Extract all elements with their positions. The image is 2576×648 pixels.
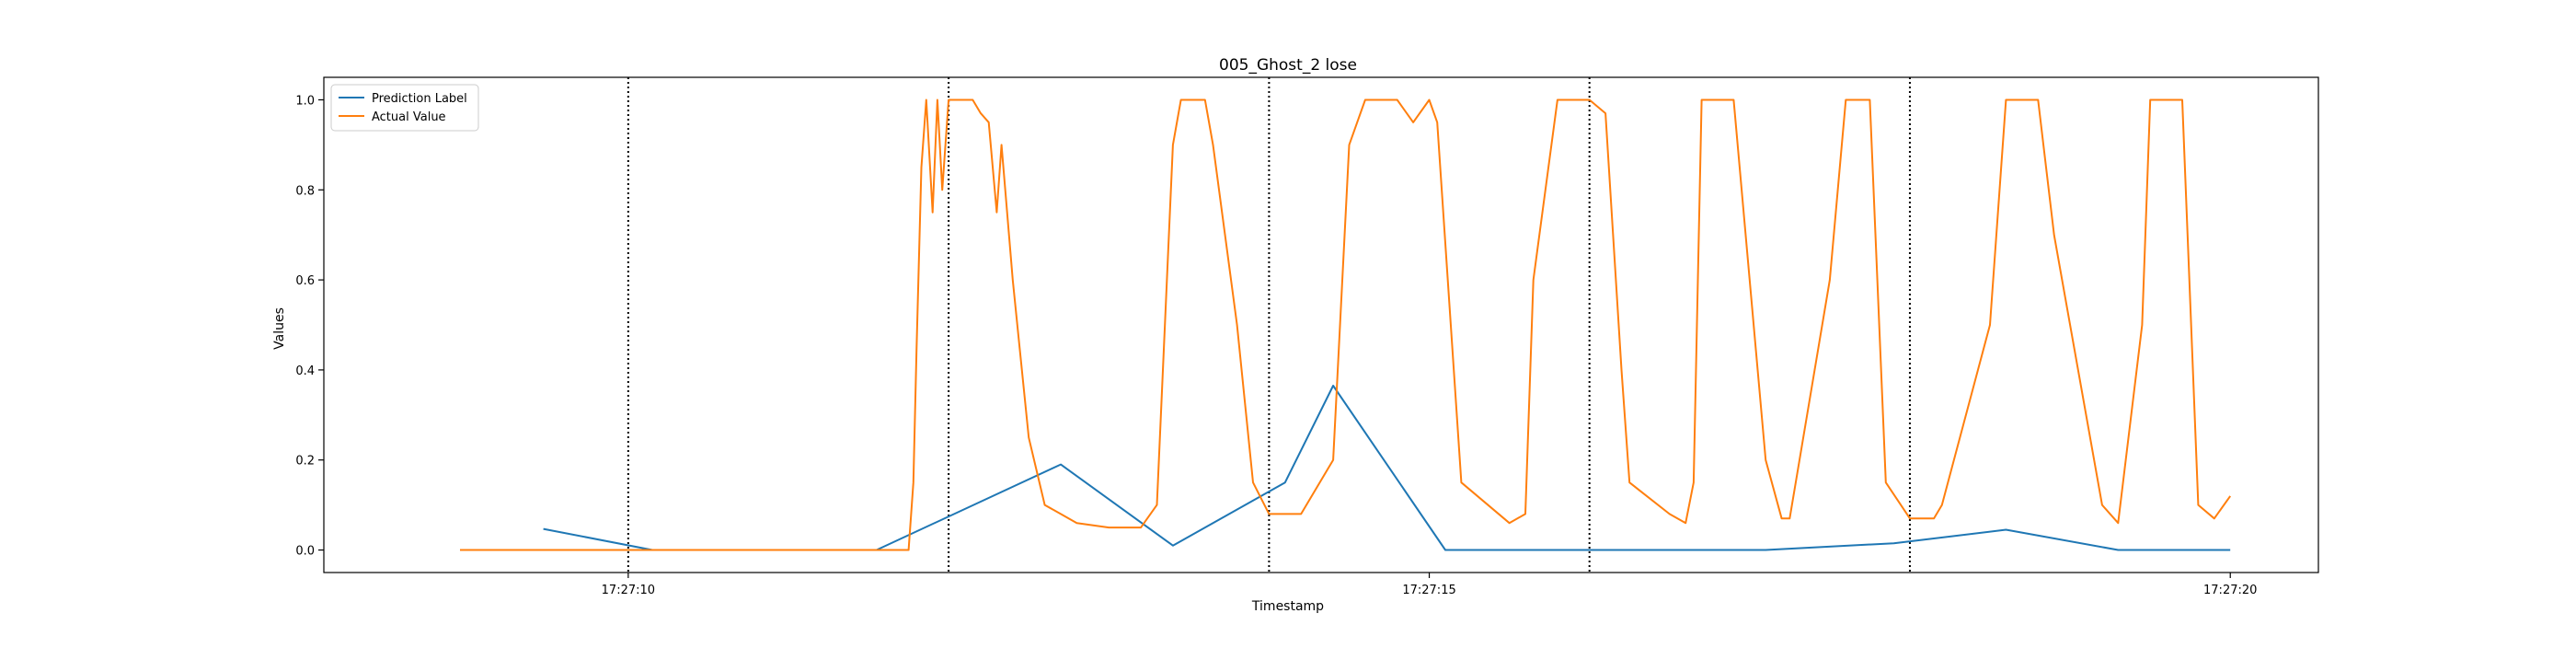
- legend-label: Actual Value: [372, 110, 446, 124]
- x-tick-label: 17:27:20: [2203, 584, 2257, 597]
- y-tick-label: 1.0: [295, 94, 315, 108]
- legend: Prediction Label Actual Value: [330, 84, 479, 132]
- x-tick-label: 17:27:10: [602, 584, 655, 597]
- x-tick-label: 17:27:15: [1402, 584, 1455, 597]
- legend-label: Prediction Label: [372, 92, 467, 106]
- y-axis-label: Values: [272, 307, 287, 350]
- series-line-actual-value: [460, 98, 2232, 551]
- y-tick-label: 0.8: [295, 184, 315, 198]
- chart-title: 005_Ghost_2 lose: [1219, 56, 1357, 75]
- y-tick-label: 0.4: [295, 364, 315, 378]
- y-tick-label: 0.2: [295, 455, 315, 469]
- legend-box: [330, 84, 479, 132]
- plot-frame: [323, 76, 2319, 573]
- y-tick-label: 0.0: [295, 545, 315, 559]
- series-line-prediction-label: [543, 385, 2231, 551]
- x-axis-label: Timestamp: [1251, 599, 1324, 614]
- y-tick-label: 0.6: [295, 274, 315, 288]
